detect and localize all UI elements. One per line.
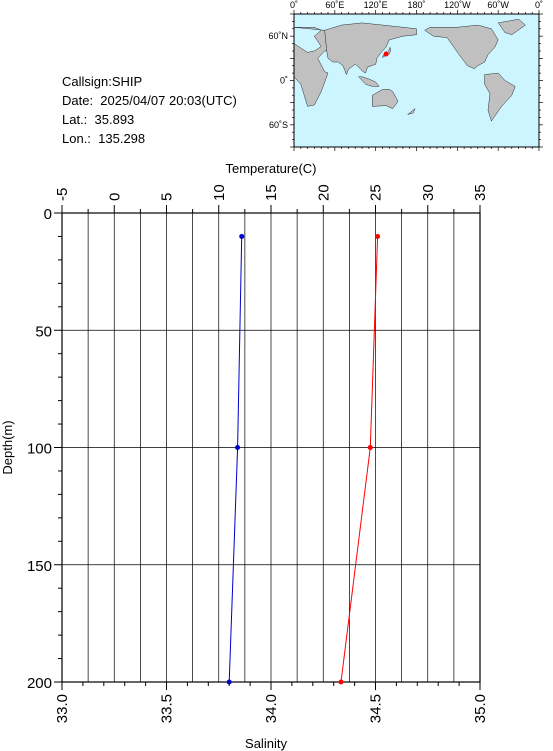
temperature-tick-label: 15 — [263, 184, 280, 201]
temperature-tick-label: 30 — [420, 184, 437, 201]
latitude-text: Lat.: 35.893 — [62, 112, 135, 127]
temperature-tick-label: -5 — [54, 188, 71, 201]
map-lon-label: 0˚ — [290, 0, 298, 10]
ship-position-marker — [383, 51, 389, 57]
salinity-tick-label: 34.5 — [368, 694, 385, 723]
map-lat-label: 60˚N — [268, 31, 288, 41]
salinity-data-point — [239, 233, 245, 239]
map-lon-label: 60˚E — [325, 0, 344, 10]
temperature-tick-label: 10 — [211, 184, 228, 201]
depth-tick-label: 0 — [44, 206, 52, 223]
temperature-tick-label: 20 — [315, 184, 332, 201]
map-lon-label: 180˚ — [407, 0, 425, 10]
temperature-tick-label: 5 — [159, 193, 176, 201]
longitude-text: Lon.: 135.298 — [62, 131, 146, 146]
map-lon-label: 60˚W — [487, 0, 509, 10]
world-map-group: 0˚ 60˚E 120˚E 180˚ 120˚W 60˚W 0˚ 60˚N 0˚ 60˚S — [268, 0, 543, 151]
temperature-data-point — [367, 445, 373, 450]
temperature-data-point — [338, 679, 344, 685]
map-land-south-america — [484, 72, 516, 122]
map-lat-label: 0˚ — [280, 76, 288, 86]
salinity-axis-title: Salinity — [245, 736, 287, 751]
map-land-australia — [372, 89, 399, 109]
date-text: Date: 2025/04/07 20:03(UTC) — [62, 93, 237, 108]
map-land-north-america — [424, 24, 499, 69]
map-land-new-zealand — [407, 108, 416, 115]
depth-tick-label: 50 — [35, 323, 52, 340]
salinity-data-point — [235, 445, 241, 450]
map-lon-label: 120˚E — [364, 0, 388, 10]
temperature-axis-title: Temperature(C) — [225, 161, 316, 176]
salinity-tick-label: 34.0 — [263, 694, 280, 723]
salinity-tick-label: 33.0 — [54, 694, 71, 723]
map-lon-label: 0˚ — [535, 0, 543, 10]
temperature-tick-label: 25 — [368, 184, 385, 201]
map-land-greenland — [497, 18, 526, 35]
station-info: Callsign:SHIP Date: 2025/04/07 20:03(UTC… — [62, 72, 237, 148]
callsign-text: Callsign:SHIP — [62, 74, 143, 89]
depth-axis-title: Depth(m) — [0, 420, 15, 474]
map-land-indonesia — [358, 76, 380, 87]
depth-tick-label: 150 — [27, 558, 52, 575]
depth-tick-label: 100 — [27, 441, 52, 458]
salinity-data-point — [226, 679, 232, 685]
map-land-asia — [324, 22, 417, 76]
map-lon-label: 120˚W — [444, 0, 471, 10]
temperature-data-point — [375, 233, 381, 239]
salinity-tick-label: 35.0 — [472, 694, 489, 723]
temperature-tick-label: 0 — [106, 193, 123, 201]
salinity-tick-label: 33.5 — [159, 694, 176, 723]
temperature-tick-label: 35 — [472, 184, 489, 201]
map-lat-label: 60˚S — [269, 120, 288, 130]
depth-tick-label: 200 — [27, 675, 52, 692]
